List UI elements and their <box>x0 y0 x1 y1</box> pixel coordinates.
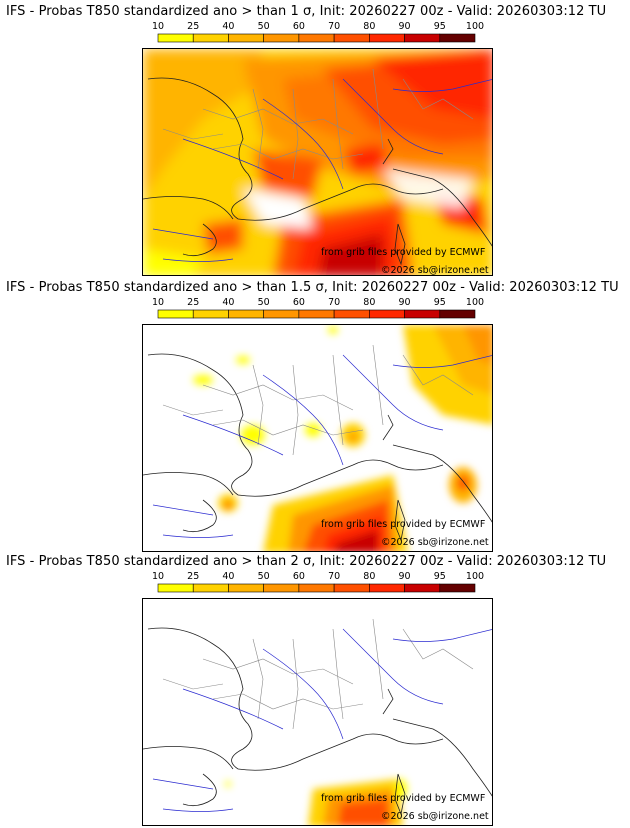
colorbar-cell <box>157 309 194 319</box>
colorbar-cell <box>404 309 441 319</box>
panel-title: IFS - Probas T850 standardized ano > tha… <box>6 4 607 19</box>
colorbar-tick-label: 50 <box>257 571 270 582</box>
colorbar-tick-label: 25 <box>187 571 200 582</box>
colorbar-cell <box>192 309 229 319</box>
colorbar-cell <box>228 309 264 319</box>
credit-source: from grib files provided by ECMWF <box>321 793 486 804</box>
colorbar-tick-label: 50 <box>257 297 270 308</box>
panel-1sigma: IFS - Probas T850 standardized ano > tha… <box>0 0 630 276</box>
panel-title: IFS - Probas T850 standardized ano > tha… <box>6 554 607 569</box>
colorbar <box>157 33 476 43</box>
probability-field <box>193 325 492 551</box>
colorbar-tick-label: 80 <box>363 571 376 582</box>
colorbar-cell <box>228 583 264 593</box>
admin-borders <box>162 618 474 730</box>
colorbar-cells <box>157 583 476 593</box>
colorbar-tick-label: 10 <box>151 571 165 582</box>
colorbar-tick-label: 40 <box>222 21 235 32</box>
colorbar-cell <box>439 583 476 593</box>
coastlines <box>143 77 492 266</box>
rivers <box>152 78 492 262</box>
colorbar-tick-label: 40 <box>222 297 235 308</box>
colorbar-tick-label: 25 <box>187 21 200 32</box>
colorbar-tick-label: 70 <box>328 571 341 582</box>
colorbar-tick-label: 50 <box>257 21 270 32</box>
probability-field <box>143 49 492 275</box>
colorbar-cells <box>157 33 476 43</box>
colorbar-tick-label: 100 <box>465 21 485 32</box>
map-2sigma: from grib files provided by ECMWF ©2026 … <box>142 598 493 826</box>
credit-copyright: ©2026 sb@irizone.net <box>381 265 489 276</box>
colorbar-cell <box>228 33 264 43</box>
colorbar-cell <box>404 33 441 43</box>
colorbar <box>157 309 476 319</box>
map-1-5sigma: from grib files provided by ECMWF ©2026 … <box>142 324 493 552</box>
colorbar-cell <box>369 309 405 319</box>
colorbar-tick-label: 95 <box>433 571 446 582</box>
panel-1-5sigma: IFS - Probas T850 standardized ano > tha… <box>0 276 630 552</box>
colorbar-tick-label: 10 <box>151 297 165 308</box>
colorbar-cell <box>333 309 370 319</box>
colorbar-cells <box>157 309 476 319</box>
colorbar <box>157 583 476 593</box>
colorbar-tick-label: 25 <box>187 297 200 308</box>
probability-field <box>225 779 407 825</box>
panel-title: IFS - Probas T850 standardized ano > tha… <box>6 280 619 295</box>
colorbar-cell <box>157 33 194 43</box>
colorbar-cell <box>369 33 405 43</box>
credit-copyright: ©2026 sb@irizone.net <box>381 811 489 822</box>
colorbar-tick-label: 80 <box>363 21 376 32</box>
colorbar-cell <box>369 583 405 593</box>
panel-2sigma: IFS - Probas T850 standardized ano > tha… <box>0 550 630 826</box>
colorbar-cell <box>263 309 300 319</box>
colorbar-tick-label: 60 <box>292 297 305 308</box>
colorbar-tick-label: 70 <box>328 297 341 308</box>
colorbar-tick-label: 90 <box>398 21 411 32</box>
credit-copyright: ©2026 sb@irizone.net <box>381 537 489 548</box>
coastlines <box>143 627 492 816</box>
colorbar-cell <box>298 309 335 319</box>
colorbar-cell <box>439 309 476 319</box>
colorbar-tick-label: 90 <box>398 571 411 582</box>
colorbar-tick-label: 95 <box>433 21 446 32</box>
colorbar-tick-label: 40 <box>222 571 235 582</box>
colorbar-tick-label: 95 <box>433 297 446 308</box>
colorbar-cell <box>439 33 476 43</box>
colorbar-tick-label: 100 <box>465 297 485 308</box>
map-1sigma: from grib files provided by ECMWF ©2026 … <box>142 48 493 276</box>
colorbar-tick-label: 60 <box>292 21 305 32</box>
colorbar-tick-label: 10 <box>151 21 165 32</box>
colorbar-cell <box>333 583 370 593</box>
credit-source: from grib files provided by ECMWF <box>321 519 486 530</box>
colorbar-tick-label: 60 <box>292 571 305 582</box>
colorbar-cell <box>263 33 300 43</box>
credit-source: from grib files provided by ECMWF <box>321 247 486 258</box>
colorbar-cell <box>263 583 300 593</box>
admin-borders <box>162 344 474 456</box>
rivers <box>152 354 492 538</box>
rivers <box>152 628 492 812</box>
colorbar-cell <box>192 583 229 593</box>
colorbar-cell <box>333 33 370 43</box>
colorbar-cell <box>298 583 335 593</box>
colorbar-cell <box>404 583 441 593</box>
colorbar-cell <box>157 583 194 593</box>
colorbar-cell <box>298 33 335 43</box>
colorbar-tick-label: 80 <box>363 297 376 308</box>
admin-borders <box>162 68 474 180</box>
colorbar-tick-label: 90 <box>398 297 411 308</box>
colorbar-tick-label: 70 <box>328 21 341 32</box>
coastlines <box>143 353 492 542</box>
colorbar-tick-label: 100 <box>465 571 485 582</box>
colorbar-cell <box>192 33 229 43</box>
